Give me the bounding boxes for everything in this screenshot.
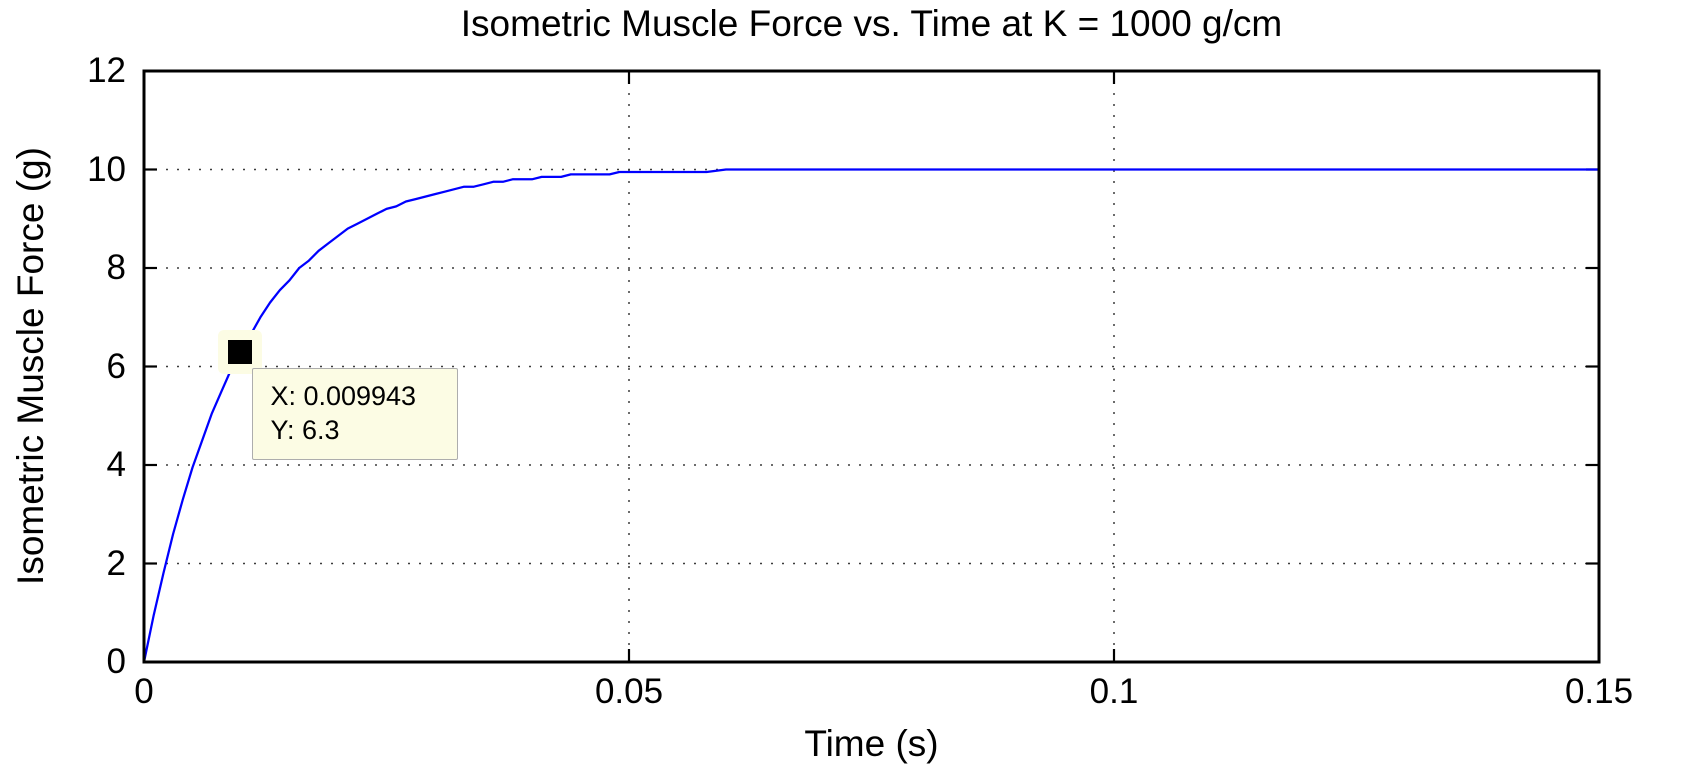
x-tick-label: 0.15 <box>1564 672 1634 711</box>
y-tick-label: 2 <box>106 543 126 583</box>
y-tick-label: 10 <box>87 149 126 189</box>
datatip-x-value: X: 0.009943 <box>270 380 417 411</box>
y-tick-label: 0 <box>106 642 126 681</box>
y-tick-label: 6 <box>106 346 126 386</box>
datatip-box[interactable]: X: 0.009943 Y: 6.3 <box>252 367 459 460</box>
x-tick-label: 0.05 <box>594 672 664 711</box>
x-tick-label: 0 <box>134 672 154 711</box>
x-tick-label: 0.1 <box>1089 672 1139 711</box>
datatip-y-value: Y: 6.3 <box>270 414 340 445</box>
axes-box <box>142 69 1601 664</box>
plot-title: Isometric Muscle Force vs. Time at K = 1… <box>460 3 1283 44</box>
datatip-marker[interactable] <box>228 339 253 364</box>
y-tick-label: 12 <box>87 51 126 90</box>
x-axis-label: Time (s) <box>804 723 939 764</box>
y-tick-label: 8 <box>106 248 126 287</box>
y-tick-label: 4 <box>106 445 126 484</box>
